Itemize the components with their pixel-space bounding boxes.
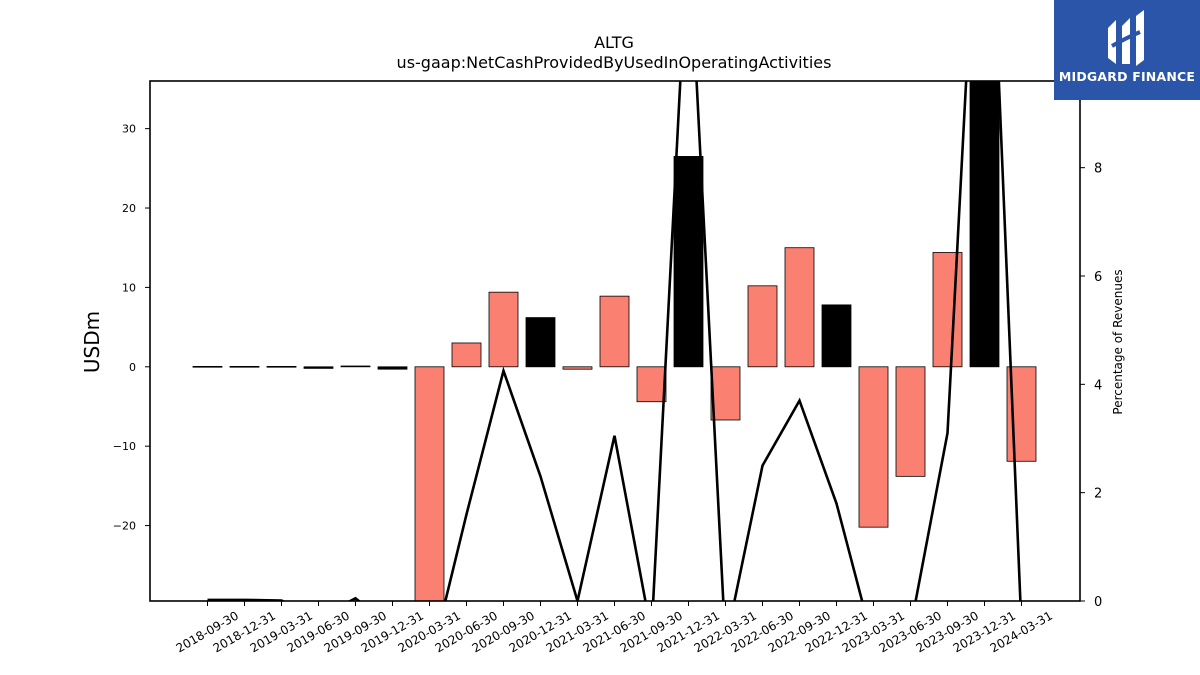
- bar-2023-09-30: [932, 252, 963, 368]
- bar-2020-06-30: [451, 342, 482, 368]
- bar-2019-03-31: [266, 366, 297, 368]
- chart-title: ALTG: [594, 33, 634, 52]
- bar-2022-03-31: [710, 366, 741, 421]
- y-tick-label: 0: [129, 361, 136, 374]
- y-right-tick-label: 2: [1094, 487, 1102, 502]
- bar-2021-03-31: [562, 366, 593, 370]
- y-tick-label: −10: [113, 440, 136, 453]
- bar-2021-06-30: [599, 295, 630, 368]
- plot-area: −20−100102030024682018-09-302018-12-3120…: [113, 80, 1102, 655]
- logo-mark-icon: [1108, 10, 1144, 66]
- bar-2021-12-31: [673, 156, 704, 368]
- bar-2020-03-31: [414, 366, 445, 601]
- bar-2019-09-30: [340, 365, 371, 368]
- y-tick-label: 30: [122, 123, 136, 136]
- chart-subtitle: us-gaap:NetCashProvidedByUsedInOperating…: [397, 53, 832, 72]
- bar-2022-12-31: [821, 304, 852, 368]
- y-right-tick-label: 0: [1094, 595, 1102, 610]
- percentage-line: [207, 81, 1022, 601]
- bar-2018-12-31: [229, 366, 260, 368]
- logo-text: MIDGARD FINANCE: [1058, 69, 1196, 84]
- bar-2019-12-31: [377, 366, 408, 370]
- y-tick-label: 20: [122, 202, 136, 215]
- bar-2022-06-30: [747, 285, 778, 368]
- y-tick-label: −20: [113, 520, 136, 533]
- y-right-tick-label: 6: [1094, 270, 1102, 285]
- y-axis-label-left: USDm: [80, 311, 104, 373]
- line-series-group: [207, 81, 1022, 601]
- bar-2023-03-31: [858, 366, 889, 528]
- y-tick-label: 10: [122, 281, 136, 294]
- bar-2020-09-30: [488, 291, 519, 368]
- y-right-tick-label: 8: [1094, 162, 1102, 177]
- y-axis-label-right: Percentage of Revenues: [1111, 269, 1125, 414]
- bar-2019-06-30: [303, 366, 334, 369]
- midgard-finance-logo: MIDGARD FINANCE: [1054, 0, 1200, 100]
- bar-2021-09-30: [636, 366, 667, 403]
- bar-2020-12-31: [525, 317, 556, 368]
- bar-series: [192, 81, 1037, 601]
- bar-2023-12-31: [969, 81, 1000, 368]
- y-right-tick-label: 4: [1094, 378, 1102, 393]
- bar-2023-06-30: [895, 366, 926, 477]
- bar-2022-09-30: [784, 247, 815, 368]
- bar-2018-09-30: [192, 366, 223, 368]
